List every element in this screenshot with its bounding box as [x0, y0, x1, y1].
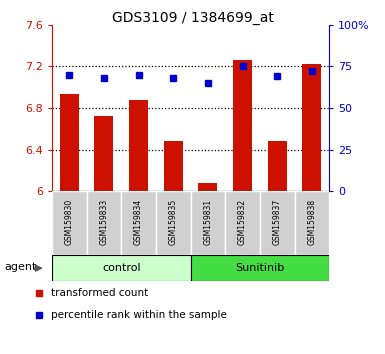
Text: GSM159835: GSM159835: [169, 199, 178, 245]
Text: GSM159833: GSM159833: [99, 199, 109, 245]
Bar: [164, 141, 183, 191]
Bar: [52, 255, 191, 281]
Text: GSM159834: GSM159834: [134, 199, 143, 245]
Bar: [198, 183, 218, 191]
Text: GSM159830: GSM159830: [65, 199, 74, 245]
Bar: [94, 116, 114, 191]
Bar: [191, 255, 329, 281]
Text: control: control: [102, 263, 141, 273]
Bar: [60, 95, 79, 191]
Bar: [225, 191, 260, 255]
Text: Sunitinib: Sunitinib: [235, 263, 285, 273]
Text: GSM159832: GSM159832: [238, 199, 247, 245]
Bar: [121, 191, 156, 255]
Text: GSM159831: GSM159831: [203, 199, 213, 245]
Text: GDS3109 / 1384699_at: GDS3109 / 1384699_at: [112, 11, 273, 25]
Bar: [52, 191, 87, 255]
Bar: [191, 191, 225, 255]
Bar: [302, 64, 321, 191]
Text: GSM159837: GSM159837: [273, 199, 282, 245]
Text: agent: agent: [4, 262, 37, 272]
Text: percentile rank within the sample: percentile rank within the sample: [50, 309, 226, 320]
Bar: [87, 191, 121, 255]
Text: transformed count: transformed count: [50, 288, 148, 298]
Text: GSM159838: GSM159838: [307, 199, 316, 245]
Bar: [233, 60, 252, 191]
Bar: [129, 99, 148, 191]
Bar: [260, 191, 295, 255]
Bar: [295, 191, 329, 255]
Bar: [268, 141, 287, 191]
Bar: [156, 191, 191, 255]
